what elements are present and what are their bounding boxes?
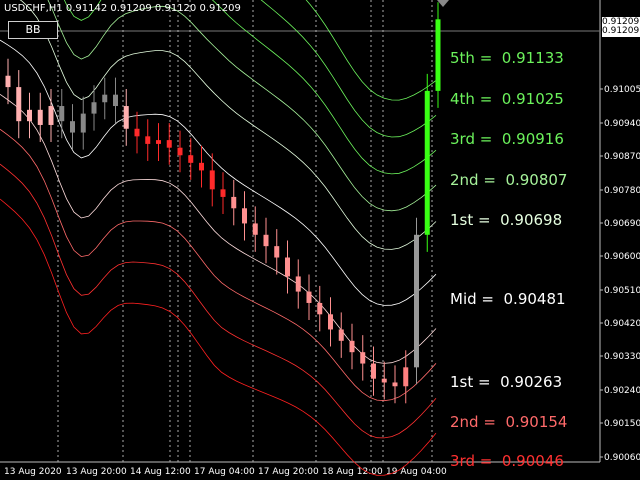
candle-body — [295, 276, 301, 292]
y-tick-label: 0.90780 — [604, 186, 640, 196]
price-marker-icon — [437, 0, 449, 7]
candle-body — [59, 106, 65, 122]
candle-body — [209, 170, 215, 190]
y-tick-label: 0.90420 — [604, 319, 640, 329]
y-tick-label: 0.90150 — [604, 419, 640, 429]
x-tick-label: 18 Aug 12:00 — [322, 467, 383, 477]
band-curve-1 — [19, 0, 437, 250]
candle-body — [91, 102, 97, 114]
band-level-1st-upper: 1st = 0.90698 — [450, 211, 563, 229]
candle-body — [199, 162, 204, 171]
band-curve-2 — [47, 0, 437, 212]
x-tick-label: 13 Aug 20:00 — [66, 467, 127, 477]
y-tick-label: 0.90940 — [604, 119, 640, 129]
band-level-2nd-upper: 2nd = 0.90807 — [450, 171, 568, 189]
band-level-5th-upper: 5th = 0.91133 — [450, 49, 564, 67]
y-tick-label: 0.90330 — [604, 352, 640, 362]
candle-body — [306, 291, 312, 303]
candle-body — [242, 208, 247, 224]
y-tick-label: 0.90510 — [604, 286, 640, 296]
y-tick-label: 0.91005 — [604, 85, 640, 95]
candle-body — [220, 189, 226, 197]
band-curve-neg4 — [0, 198, 437, 476]
candle-body — [70, 121, 75, 133]
band-level-4th-upper: 4th = 0.91025 — [450, 90, 564, 108]
band-curve-3 — [63, 0, 437, 175]
y-tick-label: 0.90060 — [604, 453, 640, 463]
candle-body — [145, 136, 151, 144]
candle-body — [317, 302, 323, 315]
bb-button[interactable]: BB — [8, 21, 58, 39]
y-tick-label: 0.90690 — [604, 219, 640, 229]
x-tick-label: 13 Aug 2020 — [4, 467, 62, 477]
band-level-3rd-upper: 3rd = 0.90916 — [450, 130, 564, 148]
candle-body — [274, 246, 280, 258]
x-tick-label: 17 Aug 04:00 — [194, 467, 255, 477]
band-level-mid: Mid = 0.90481 — [450, 290, 566, 308]
band-curve-5 — [305, 0, 437, 101]
band-level-3rd-lower: 3rd = 0.90046 — [450, 452, 564, 470]
y-tick-label: 0.90870 — [604, 152, 640, 162]
band-curve-mid — [0, 39, 437, 306]
candle-body — [113, 94, 118, 107]
candle-body — [16, 87, 22, 122]
x-tick-label: 19 Aug 04:00 — [386, 467, 447, 477]
candle-body — [349, 340, 355, 353]
candle-body — [338, 329, 344, 341]
symbol-header: USDCHF,H1 0.91142 0.91209 0.91120 0.9120… — [4, 3, 241, 14]
y-tick-label: 0.90240 — [604, 386, 640, 396]
candle-body — [166, 140, 172, 148]
candle-body — [188, 155, 194, 163]
candle-body — [27, 109, 32, 122]
candle-body — [48, 106, 54, 125]
band-curve-neg3 — [0, 163, 437, 439]
candle-body — [435, 19, 441, 91]
candle-body — [414, 234, 419, 368]
candle-body — [5, 75, 11, 88]
candle-body — [392, 382, 398, 387]
band-curve-neg1 — [0, 93, 437, 364]
candle-body — [424, 90, 430, 235]
x-tick-label: 17 Aug 20:00 — [258, 467, 319, 477]
candle-body — [134, 128, 140, 137]
candle-body — [360, 352, 366, 364]
candle-body — [381, 378, 387, 383]
y-tick-label: 0.90600 — [604, 252, 640, 262]
candle-body — [156, 140, 161, 144]
band-curve-4 — [260, 0, 437, 138]
candle-body — [403, 367, 409, 387]
band-curve-neg2 — [0, 128, 437, 402]
candle-body — [285, 257, 290, 277]
candle-body — [263, 234, 269, 247]
current-price-tag: 0.91209 — [602, 26, 640, 37]
candle-body — [102, 94, 108, 103]
candle-body — [123, 106, 129, 129]
candle-body — [80, 113, 86, 133]
candle-body — [252, 223, 258, 235]
candle-body — [37, 109, 43, 125]
band-level-1st-lower: 1st = 0.90263 — [450, 373, 563, 391]
x-tick-label: 14 Aug 12:00 — [130, 467, 191, 477]
candle-body — [231, 196, 237, 209]
candle-body — [328, 314, 333, 330]
band-level-2nd-lower: 2nd = 0.90154 — [450, 413, 568, 431]
candle-body — [177, 147, 183, 156]
ask-price-tag: 0.91209 — [602, 17, 640, 28]
candle-body — [371, 363, 376, 379]
